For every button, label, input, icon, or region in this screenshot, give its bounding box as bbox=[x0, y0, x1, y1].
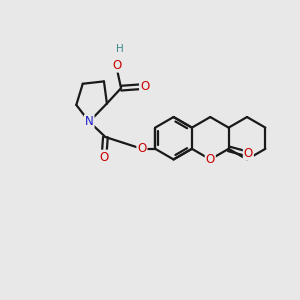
Text: N: N bbox=[85, 115, 94, 128]
Text: O: O bbox=[99, 151, 109, 164]
Text: O: O bbox=[140, 80, 149, 93]
Text: O: O bbox=[244, 147, 253, 160]
Text: O: O bbox=[206, 153, 215, 166]
Text: H: H bbox=[116, 44, 123, 54]
Text: O: O bbox=[137, 142, 147, 155]
Text: O: O bbox=[112, 59, 121, 72]
